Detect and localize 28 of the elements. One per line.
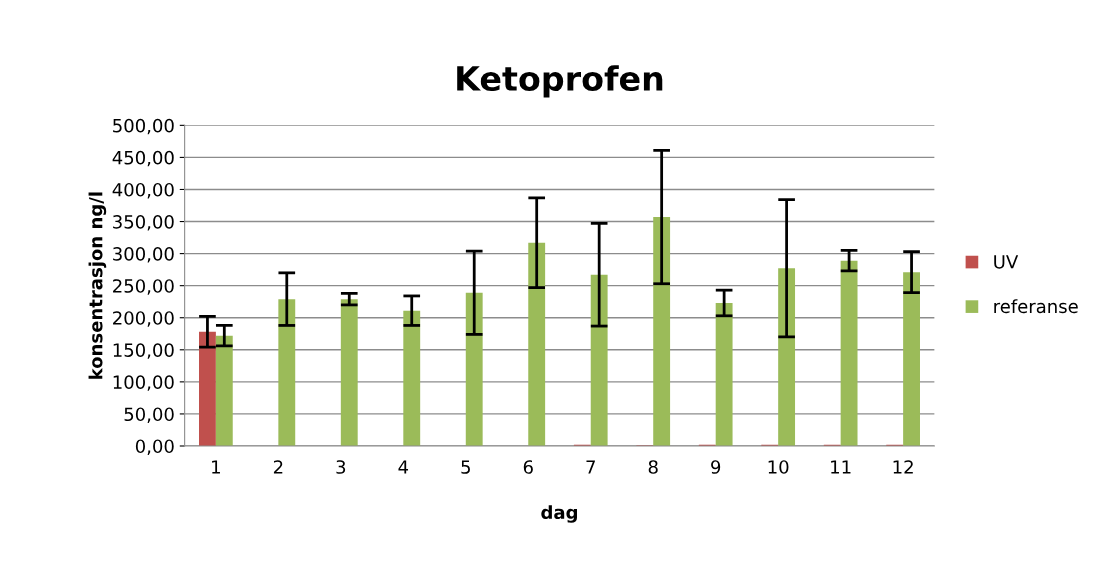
x-tick-label: 5 [461, 460, 470, 474]
y-tick-label: 0,00 [135, 439, 174, 455]
x-tick-label: 6 [523, 460, 533, 474]
x-tick-label: 8 [648, 460, 658, 474]
x-tick-label: 10 [768, 460, 789, 474]
y-tick-label: 500,00 [113, 118, 174, 135]
x-tick-label: 7 [586, 460, 595, 474]
legend-label: referanse [994, 299, 1078, 314]
x-tick-label: 9 [711, 460, 721, 474]
x-tick-label: 3 [336, 460, 346, 474]
y-tick-label: 300,00 [113, 247, 174, 263]
x-tick-label: 12 [893, 460, 913, 474]
y-tick-label: 400,00 [112, 182, 174, 199]
x-tick-label: 4 [398, 460, 409, 474]
chart-title: Ketoprofen [457, 65, 663, 98]
x-tick-label: 1 [212, 460, 220, 474]
y-tick-label: 150,00 [113, 343, 174, 359]
y-tick-label: 350,00 [113, 215, 174, 231]
y-axis-title: konsentrasjon ng/l [88, 192, 107, 379]
y-tick-label: 100,00 [113, 375, 174, 391]
x-tick-label: 2 [273, 460, 283, 474]
y-tick-label: 50,00 [124, 407, 174, 423]
x-tick-label: 11 [831, 460, 851, 474]
y-tick-label: 250,00 [113, 279, 174, 295]
y-tick-label: 200,00 [113, 311, 174, 327]
y-tick-label: 450,00 [112, 150, 174, 167]
legend-label: UV [994, 255, 1019, 269]
x-axis-title: dag [541, 505, 577, 523]
